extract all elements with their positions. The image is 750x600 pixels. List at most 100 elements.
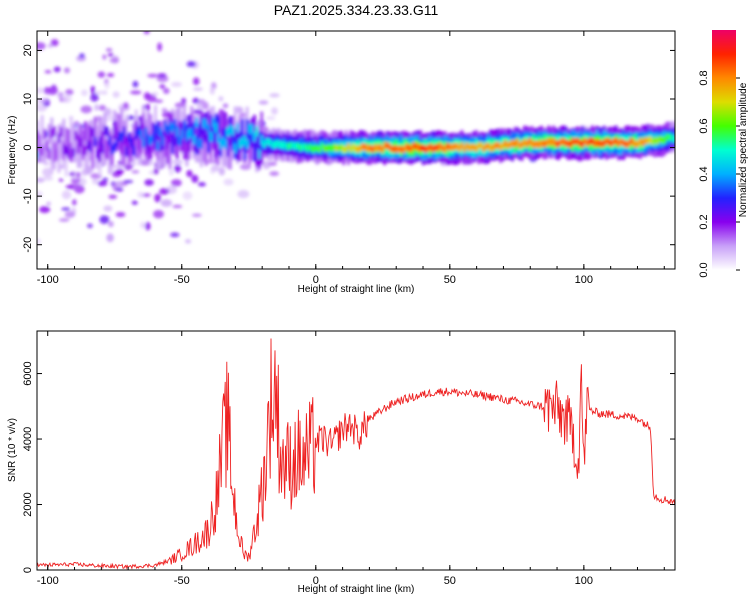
spectral-ridge-cell — [182, 129, 186, 160]
spectral-ridge-cell — [426, 144, 430, 152]
spectral-ridge-cell — [195, 117, 199, 147]
spectral-blob — [37, 190, 43, 198]
spectral-ridge-cell — [634, 140, 638, 148]
snr-ytick-label: 2000 — [22, 492, 34, 516]
spectral-ridge-cell — [98, 143, 102, 163]
spectral-ridge-cell — [137, 125, 141, 136]
spectral-blob — [37, 87, 44, 94]
spectrogram-ytick-label: -20 — [22, 237, 34, 253]
spectral-ridge-cell — [257, 131, 261, 151]
spectrogram-ytick-label: -10 — [22, 188, 34, 204]
spectral-ridge-cell — [158, 126, 162, 137]
spectral-ridge-cell — [371, 146, 375, 153]
spectral-ridge-cell — [641, 139, 645, 147]
spectral-ridge-cell — [303, 143, 307, 151]
spectral-ridge-cell — [103, 125, 107, 136]
spectral-ridge-cell — [284, 142, 288, 150]
spectral-ridge-cell — [110, 145, 114, 155]
spectral-ridge-cell — [170, 123, 174, 133]
spectral-ridge-cell — [583, 137, 587, 145]
spectral-ridge-cell — [409, 145, 413, 153]
spectral-ridge-cell — [226, 137, 230, 157]
spectral-ridge-cell — [127, 132, 131, 143]
spectral-ridge-cell — [532, 141, 536, 149]
spectral-blob — [192, 109, 204, 115]
spectral-ridge-cell — [318, 145, 322, 153]
spectral-ridge-cell — [91, 144, 95, 164]
spectral-ridge-cell — [431, 145, 435, 153]
spectral-blob — [102, 90, 108, 95]
spectral-ridge-cell — [86, 140, 90, 151]
spectral-blob — [144, 222, 151, 231]
spectral-ridge-cell — [115, 137, 119, 148]
spectral-ridge-cell — [568, 140, 572, 148]
spectral-ridge-cell — [252, 114, 256, 145]
spectral-ridge-cell — [433, 144, 437, 152]
spectral-blob — [191, 174, 199, 183]
spectral-ridge-cell — [166, 130, 170, 150]
spectral-ridge-cell — [76, 144, 80, 154]
spectral-ridge-cell — [412, 142, 416, 157]
spectral-ridge-cell — [57, 139, 61, 170]
spectral-blob — [198, 98, 206, 105]
spectral-ridge-cell — [634, 134, 638, 148]
spectral-ridge-cell — [472, 143, 476, 151]
spectral-ridge-cell — [380, 146, 384, 153]
spectral-ridge-cell — [373, 144, 377, 151]
spectral-ridge-cell — [113, 142, 117, 152]
spectral-ridge-cell — [252, 132, 256, 142]
spectral-blob — [79, 53, 85, 58]
spectral-ridge-cell — [576, 137, 580, 145]
spectral-ridge-cell — [347, 143, 351, 150]
spectral-ridge-cell — [349, 145, 353, 153]
spectral-ridge-cell — [62, 144, 66, 155]
spectral-ridge-cell — [436, 144, 440, 152]
spectral-ridge-cell — [530, 140, 534, 147]
spectral-ridge-cell — [571, 138, 575, 145]
snr-xlabel: Height of straight line (km) — [298, 584, 415, 595]
spectral-ridge-cell — [602, 139, 606, 147]
spectral-ridge-cell — [655, 137, 659, 145]
spectral-ridge-cell — [291, 141, 295, 149]
spectral-ridge-cell — [474, 144, 478, 152]
spectral-ridge-cell — [245, 139, 249, 150]
spectral-ridge-cell — [216, 115, 220, 136]
spectral-ridge-cell — [590, 137, 594, 145]
spectral-ridge-cell — [453, 143, 457, 150]
spectral-blob — [170, 179, 182, 187]
spectral-blob — [192, 97, 200, 104]
spectrogram-xlabel: Height of straight line (km) — [298, 284, 415, 295]
spectral-blob — [173, 164, 182, 173]
spectral-ridge-cell — [231, 125, 235, 136]
spectral-ridge-cell — [192, 135, 196, 145]
spectral-ridge-cell — [626, 140, 630, 148]
spectral-ridge-cell — [638, 137, 642, 145]
spectral-ridge-cell — [667, 133, 671, 141]
spectral-ridge-cell — [110, 134, 114, 154]
spectral-blob — [104, 114, 114, 122]
spectral-blob — [182, 191, 193, 201]
spectral-ridge-cell — [50, 145, 54, 165]
spectral-ridge-cell — [166, 125, 170, 135]
spectral-ridge-cell — [605, 137, 609, 145]
spectral-ridge-cell — [100, 130, 104, 151]
spectral-blob — [170, 81, 183, 88]
spectral-ridge-cell — [438, 142, 442, 150]
spectral-blob — [102, 177, 108, 182]
spectral-blob — [107, 52, 114, 57]
spectral-ridge-cell — [419, 144, 423, 152]
spectral-ridge-cell — [238, 139, 242, 149]
snr-xtick-label: 0 — [313, 575, 319, 587]
spectral-ridge-cell — [564, 139, 568, 147]
spectral-ridge-cell — [330, 145, 334, 153]
spectral-ridge-cell — [308, 143, 312, 151]
spectral-ridge-cell — [272, 141, 276, 149]
spectral-ridge-cell — [610, 139, 613, 147]
spectral-ridge-cell — [236, 134, 240, 154]
spectral-ridge-cell — [154, 130, 158, 150]
spectral-ridge-cell — [617, 140, 621, 147]
spectral-ridge-cell — [665, 133, 669, 141]
spectral-ridge-cell — [204, 119, 208, 130]
spectral-blob — [76, 171, 81, 178]
spectral-ridge-cell — [175, 127, 179, 137]
